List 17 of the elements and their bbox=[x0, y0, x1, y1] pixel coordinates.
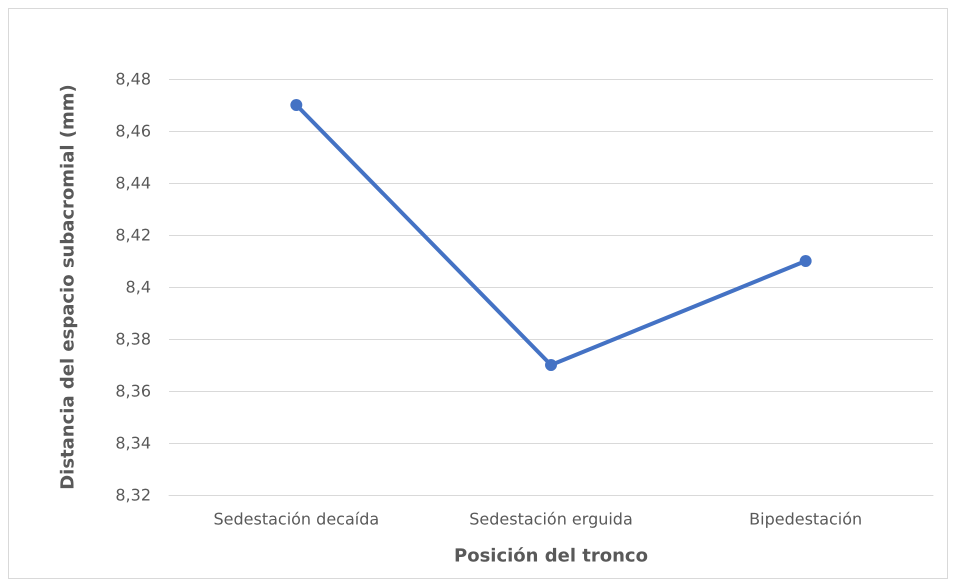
y-tick-label: 8,32 bbox=[115, 486, 151, 504]
point bbox=[800, 255, 812, 267]
y-tick-label: 8,34 bbox=[115, 434, 151, 452]
y-tick-label: 8,44 bbox=[115, 174, 151, 192]
point bbox=[290, 99, 302, 111]
y-tick-label: 8,4 bbox=[126, 278, 151, 296]
y-tick-label: 8,46 bbox=[115, 122, 151, 140]
x-tick-label: Sedestación erguida bbox=[469, 510, 633, 528]
y-tick-label: 8,42 bbox=[115, 226, 151, 244]
y-tick-label: 8,48 bbox=[115, 70, 151, 88]
x-axis-title: Posición del tronco bbox=[454, 546, 648, 566]
y-tick-label: 8,36 bbox=[115, 382, 151, 400]
y-axis-title: Distancia del espacio subacromial (mm) bbox=[58, 84, 78, 490]
y-tick-label: 8,38 bbox=[115, 330, 151, 348]
x-tick-label: Bipedestación bbox=[749, 510, 862, 528]
x-tick-label: Sedestación decaída bbox=[213, 510, 380, 528]
point bbox=[545, 359, 557, 371]
